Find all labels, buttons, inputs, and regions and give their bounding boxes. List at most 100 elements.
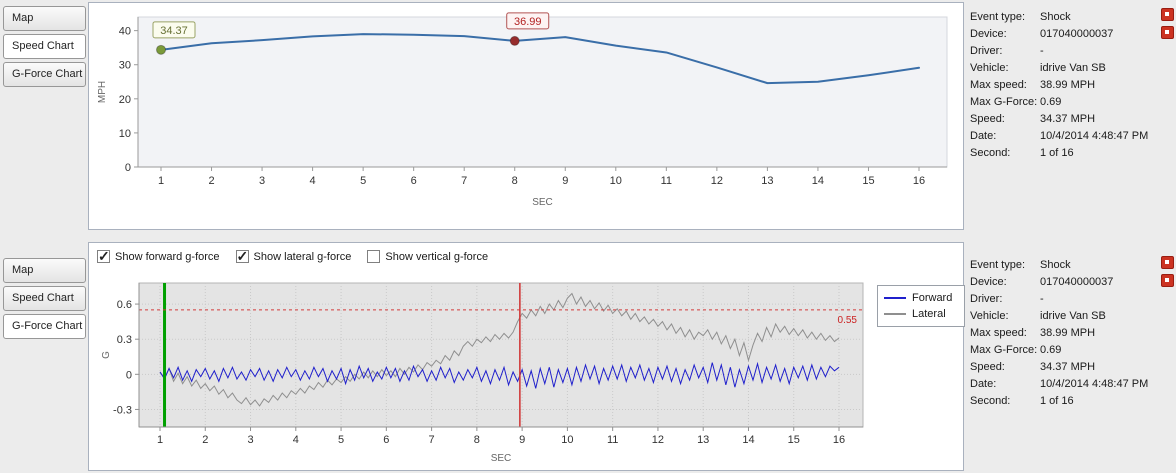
- tab-map-top[interactable]: Map: [3, 6, 86, 31]
- info-row-second: Second: 1 of 16: [970, 144, 1172, 161]
- svg-text:16: 16: [833, 434, 845, 446]
- info-value: 34.37 MPH: [1040, 360, 1096, 373]
- red-square-icon[interactable]: [1161, 8, 1174, 21]
- svg-text:10: 10: [119, 128, 131, 140]
- gforce-view-tab-strip: Map Speed Chart G-Force Chart: [3, 258, 86, 342]
- info-value: 38.99 MPH: [1040, 326, 1096, 339]
- svg-text:36.99: 36.99: [514, 16, 542, 28]
- checkbox-label: Show lateral g-force: [253, 250, 352, 263]
- checkbox-icon: [235, 248, 249, 265]
- info-row-speed: Speed: 34.37 MPH: [970, 358, 1172, 375]
- info-label: Max speed:: [970, 78, 1027, 91]
- svg-text:8: 8: [474, 434, 480, 446]
- svg-text:11: 11: [607, 434, 618, 446]
- info-label: Driver:: [970, 44, 1003, 57]
- info-value: 10/4/2014 4:48:47 PM: [1040, 129, 1149, 142]
- tab-gforce-chart-top[interactable]: G-Force Chart: [3, 62, 86, 87]
- red-square-icon[interactable]: [1161, 274, 1174, 287]
- svg-text:SEC: SEC: [491, 453, 512, 464]
- svg-text:SEC: SEC: [532, 197, 553, 208]
- svg-text:11: 11: [661, 175, 672, 187]
- svg-text:15: 15: [788, 434, 800, 446]
- svg-text:5: 5: [338, 434, 344, 446]
- info-label: Second:: [970, 394, 1011, 407]
- info-row-vehicle: Vehicle: idrive Van SB: [970, 307, 1172, 324]
- info-value: 1 of 16: [1040, 146, 1074, 159]
- info-label: Vehicle:: [970, 309, 1009, 322]
- info-value: 017040000037: [1040, 27, 1114, 40]
- info-label: Max G-Force:: [970, 343, 1038, 356]
- red-square-icon[interactable]: [1161, 256, 1174, 269]
- tab-speed-chart-top[interactable]: Speed Chart: [3, 34, 86, 59]
- info-value: 017040000037: [1040, 275, 1114, 288]
- info-value: 10/4/2014 4:48:47 PM: [1040, 377, 1149, 390]
- info-value: -: [1040, 44, 1044, 57]
- panel-status-icons: [1161, 256, 1174, 287]
- tab-map-bottom[interactable]: Map: [3, 258, 86, 283]
- tab-speed-chart-bottom[interactable]: Speed Chart: [3, 286, 86, 311]
- checkbox-icon: [367, 250, 381, 263]
- svg-text:12: 12: [711, 175, 723, 187]
- legend-label-forward: Forward: [912, 292, 953, 304]
- svg-text:15: 15: [862, 175, 874, 187]
- info-row-max-speed: Max speed: 38.99 MPH: [970, 324, 1172, 341]
- checkbox-label: Show vertical g-force: [385, 250, 489, 263]
- svg-text:3: 3: [259, 175, 265, 187]
- svg-text:0.6: 0.6: [117, 299, 132, 311]
- gforce-chart-svg[interactable]: 0.55-0.300.30.61 2 3 4 5 6 7 8 9 10 11 12 13 14 15 16GS…: [93, 277, 873, 471]
- svg-text:12: 12: [652, 434, 664, 446]
- svg-text:0: 0: [126, 369, 132, 381]
- info-value: 1 of 16: [1040, 394, 1074, 407]
- info-row-device: Device: 017040000037: [970, 25, 1172, 42]
- speed-view-tab-strip: Map Speed Chart G-Force Chart: [3, 6, 86, 90]
- info-label: Speed:: [970, 360, 1005, 373]
- svg-text:5: 5: [360, 175, 366, 187]
- red-square-icon[interactable]: [1161, 26, 1174, 39]
- lateral-line-swatch: [884, 313, 906, 315]
- event-info-panel-top: Event type: Shock Device: 017040000037 Dri…: [970, 8, 1174, 161]
- info-row-vehicle: Vehicle: idrive Van SB: [970, 59, 1172, 76]
- info-value: 0.69: [1040, 343, 1062, 356]
- svg-text:14: 14: [812, 175, 824, 187]
- checkbox-show-lateral-gforce[interactable]: Show lateral g-force: [235, 248, 352, 265]
- svg-text:6: 6: [411, 175, 417, 187]
- svg-text:2: 2: [208, 175, 214, 187]
- info-label: Date:: [970, 129, 997, 142]
- info-row-date: Date: 10/4/2014 4:48:47 PM: [970, 127, 1172, 144]
- svg-text:13: 13: [761, 175, 773, 187]
- svg-text:G: G: [101, 351, 112, 359]
- gforce-chart-panel: Show forward g-force Show lateral g-forc…: [88, 242, 965, 471]
- info-label: Driver:: [970, 292, 1003, 305]
- checkbox-show-forward-gforce[interactable]: Show forward g-force: [97, 248, 220, 265]
- svg-text:30: 30: [119, 60, 131, 72]
- svg-text:10: 10: [561, 434, 573, 446]
- info-label: Event type:: [970, 258, 1026, 271]
- legend-item-lateral: Lateral: [884, 306, 958, 322]
- info-value: 38.99 MPH: [1040, 78, 1096, 91]
- info-label: Event type:: [970, 10, 1026, 23]
- gforce-chart-legend: Forward Lateral: [877, 285, 965, 327]
- svg-text:7: 7: [429, 434, 435, 446]
- checkbox-icon: [97, 248, 110, 265]
- info-label: Device:: [970, 27, 1007, 40]
- checkbox-show-vertical-gforce[interactable]: Show vertical g-force: [367, 250, 488, 263]
- svg-text:16: 16: [913, 175, 925, 187]
- checkbox-label: Show forward g-force: [115, 250, 220, 263]
- tab-gforce-chart-bottom[interactable]: G-Force Chart: [3, 314, 86, 339]
- svg-text:MPH: MPH: [97, 81, 108, 103]
- info-value: 34.37 MPH: [1040, 112, 1096, 125]
- info-row-speed: Speed: 34.37 MPH: [970, 110, 1172, 127]
- svg-text:9: 9: [562, 175, 568, 187]
- svg-text:40: 40: [119, 26, 131, 38]
- svg-text:8: 8: [512, 175, 518, 187]
- svg-text:20: 20: [119, 94, 131, 106]
- info-value: -: [1040, 292, 1044, 305]
- info-row-driver: Driver: -: [970, 290, 1172, 307]
- info-row-second: Second: 1 of 16: [970, 392, 1172, 409]
- info-label: Date:: [970, 377, 997, 390]
- svg-text:6: 6: [383, 434, 389, 446]
- info-row-max-gforce: Max G-Force: 0.69: [970, 341, 1172, 358]
- svg-text:9: 9: [519, 434, 525, 446]
- legend-item-forward: Forward: [884, 290, 958, 306]
